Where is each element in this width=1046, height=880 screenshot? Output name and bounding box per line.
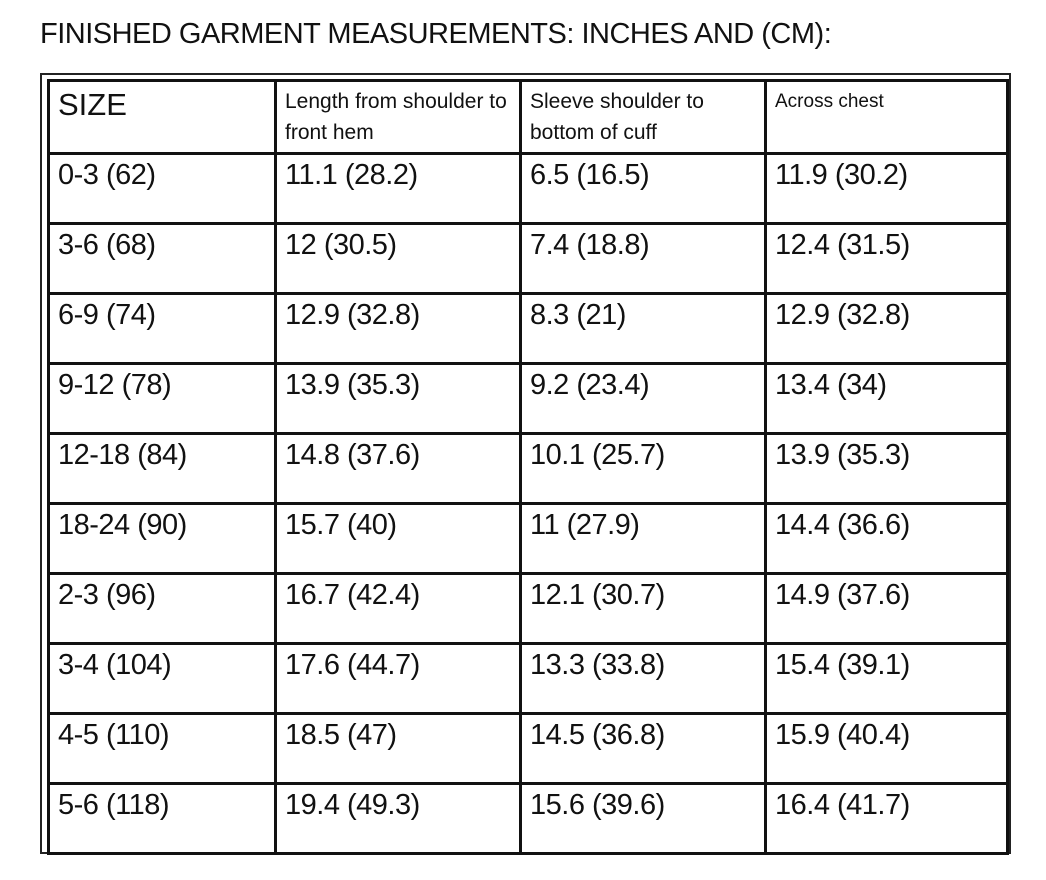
cell-sleeve: 10.1 (25.7) [519,432,767,505]
table-row: 2-3 (96) 16.7 (42.4) 12.1 (30.7) 14.9 (37.6… [47,572,1009,645]
table-row: 0-3 (62) 11.1 (28.2) 6.5 (16.5) 11.9 (30.2) [47,152,1009,225]
cell-chest: 13.9 (35.3) [764,432,1009,505]
cell-sleeve: 12.1 (30.7) [519,572,767,645]
header-sleeve: Sleeve shoulder to bottom of cuff [519,79,767,155]
cell-chest: 16.4 (41.7) [764,782,1009,855]
table-row: 3-4 (104) 17.6 (44.7) 13.3 (33.8) 15.4 (39.… [47,642,1009,715]
table-row: 12-18 (84) 14.8 (37.6) 10.1 (25.7) 13.9 (35… [47,432,1009,505]
cell-chest: 13.4 (34) [764,362,1009,435]
cell-chest: 14.9 (37.6) [764,572,1009,645]
cell-chest: 12.4 (31.5) [764,222,1009,295]
cell-length: 12.9 (32.8) [274,292,522,365]
cell-chest: 11.9 (30.2) [764,152,1009,225]
cell-size: 0-3 (62) [47,152,277,225]
cell-length: 13.9 (35.3) [274,362,522,435]
cell-sleeve: 6.5 (16.5) [519,152,767,225]
cell-length: 15.7 (40) [274,502,522,575]
cell-length: 19.4 (49.3) [274,782,522,855]
cell-size: 5-6 (118) [47,782,277,855]
cell-sleeve: 8.3 (21) [519,292,767,365]
cell-length: 17.6 (44.7) [274,642,522,715]
cell-sleeve: 11 (27.9) [519,502,767,575]
cell-sleeve: 9.2 (23.4) [519,362,767,435]
cell-sleeve: 14.5 (36.8) [519,712,767,785]
table-row: 5-6 (118) 19.4 (49.3) 15.6 (39.6) 16.4 (41.… [47,782,1009,855]
cell-size: 12-18 (84) [47,432,277,505]
table-row: 18-24 (90) 15.7 (40) 11 (27.9) 14.4 (36.6) [47,502,1009,575]
page-title: FINISHED GARMENT MEASUREMENTS: INCHES AN… [40,18,832,50]
cell-chest: 14.4 (36.6) [764,502,1009,575]
table-row: 4-5 (110) 18.5 (47) 14.5 (36.8) 15.9 (40.4) [47,712,1009,785]
cell-sleeve: 13.3 (33.8) [519,642,767,715]
table-row: 9-12 (78) 13.9 (35.3) 9.2 (23.4) 13.4 (34) [47,362,1009,435]
header-row: SIZE Length from shoulder to front hem S… [47,79,1009,155]
cell-length: 18.5 (47) [274,712,522,785]
header-size: SIZE [47,79,277,155]
table-row: 3-6 (68) 12 (30.5) 7.4 (18.8) 12.4 (31.5) [47,222,1009,295]
header-length: Length from shoulder to front hem [274,79,522,155]
measurements-table: SIZE Length from shoulder to front hem S… [47,79,1009,855]
cell-size: 18-24 (90) [47,502,277,575]
cell-chest: 15.9 (40.4) [764,712,1009,785]
cell-chest: 15.4 (39.1) [764,642,1009,715]
cell-size: 9-12 (78) [47,362,277,435]
cell-length: 12 (30.5) [274,222,522,295]
cell-size: 3-4 (104) [47,642,277,715]
cell-sleeve: 7.4 (18.8) [519,222,767,295]
cell-size: 6-9 (74) [47,292,277,365]
header-chest: Across chest [764,79,1009,155]
table-row: 6-9 (74) 12.9 (32.8) 8.3 (21) 12.9 (32.8) [47,292,1009,365]
cell-length: 14.8 (37.6) [274,432,522,505]
cell-length: 16.7 (42.4) [274,572,522,645]
cell-size: 2-3 (96) [47,572,277,645]
cell-chest: 12.9 (32.8) [764,292,1009,365]
cell-sleeve: 15.6 (39.6) [519,782,767,855]
cell-size: 4-5 (110) [47,712,277,785]
cell-size: 3-6 (68) [47,222,277,295]
cell-length: 11.1 (28.2) [274,152,522,225]
